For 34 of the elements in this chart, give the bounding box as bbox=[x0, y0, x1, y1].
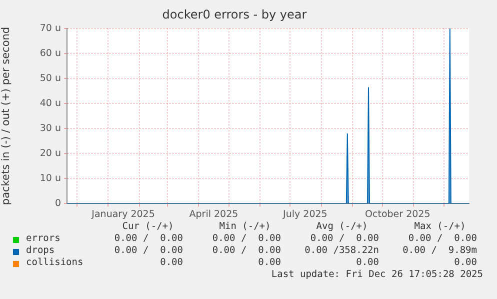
x-tick-label: January 2025 bbox=[90, 208, 155, 220]
text: Max (-/+) bbox=[414, 221, 466, 232]
y-tick-label: 30 u bbox=[40, 122, 61, 134]
text: 0.00 /358.22n bbox=[304, 245, 379, 256]
text: 0.00 / 0.00 bbox=[408, 233, 477, 244]
y-tick-label: 40 u bbox=[40, 98, 61, 109]
y-tick-label: 20 u bbox=[40, 148, 61, 160]
text: 0.00 bbox=[258, 257, 281, 268]
text: 0.00 / 0.00 bbox=[212, 233, 281, 244]
y-axis-title: packets in (-) / out (+) per second bbox=[0, 26, 12, 206]
y-tick-label: 60 u bbox=[40, 48, 61, 59]
legend-label: collisions bbox=[26, 257, 84, 268]
text: 0.00 bbox=[454, 257, 477, 268]
x-tick-label: July 2025 bbox=[282, 208, 328, 220]
text: 0.00 bbox=[356, 257, 379, 268]
text: 0.00 / 9.89m bbox=[402, 245, 477, 256]
text: 0.00 / 0.00 bbox=[114, 233, 183, 244]
chart-title: docker0 errors - by year bbox=[162, 7, 307, 22]
y-tick-label: 0 bbox=[54, 198, 61, 210]
text: Min (-/+) bbox=[219, 221, 271, 232]
text: 0.00 / 0.00 bbox=[310, 233, 379, 244]
legend-label: drops bbox=[26, 245, 55, 256]
text: Avg (-/+) bbox=[316, 221, 368, 232]
text: Cur (-/+) bbox=[122, 221, 174, 232]
y-tick-label: 50 u bbox=[40, 72, 61, 84]
text: 0.00 / 0.00 bbox=[114, 245, 183, 256]
text: 0.00 / 0.00 bbox=[212, 245, 281, 256]
x-tick-label: April 2025 bbox=[189, 208, 238, 220]
x-tick-label: October 2025 bbox=[365, 208, 430, 220]
y-tick-label: 70 u bbox=[40, 22, 61, 34]
y-tick-label: 10 u bbox=[40, 173, 61, 184]
legend-label: errors bbox=[26, 233, 60, 244]
text: 0.00 bbox=[160, 257, 183, 268]
text: Last update: Fri Dec 26 17:05:28 2025 bbox=[271, 269, 483, 280]
